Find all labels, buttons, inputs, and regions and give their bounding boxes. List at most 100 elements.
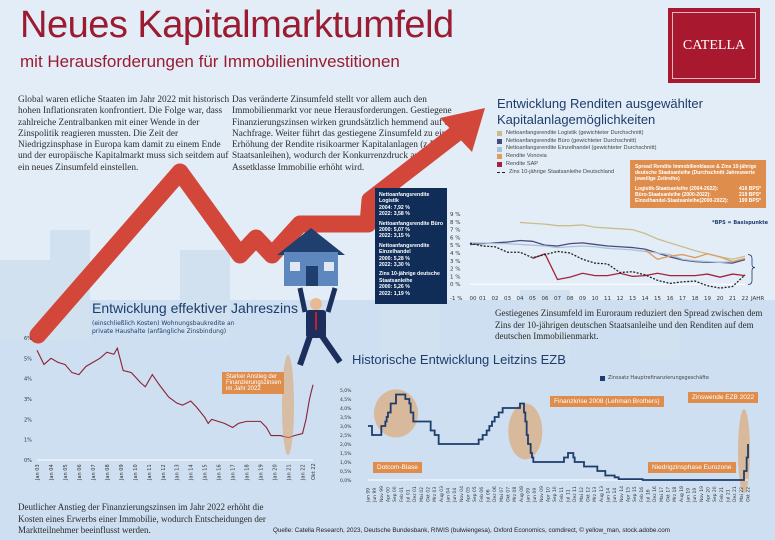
- y-tick-label: 9 %: [450, 212, 460, 218]
- x-tick-label: Sep 05: [472, 486, 478, 502]
- y-tick-label: 2 %: [450, 267, 460, 273]
- series-line: [644, 249, 746, 263]
- x-tick-label: Okt 12: [586, 487, 592, 502]
- x-tick-label: Mrz 18: [672, 487, 678, 502]
- x-tick-label: Okt 07: [506, 487, 512, 502]
- x-axis-label: JAHR: [750, 296, 764, 302]
- x-tick-label: Aug 13: [599, 486, 605, 502]
- x-tick-label: Mai 22: [739, 487, 745, 502]
- x-tick-label: Jan 21: [287, 464, 293, 481]
- y-tick-label: 2,5%: [340, 433, 352, 439]
- leitzins-chart-title: Historische Entwicklung Leitzins EZB: [352, 352, 566, 367]
- x-tick-label: Sep 10: [552, 486, 558, 502]
- jahreszins-chart-subtitle: (einschließlich Kosten) Wohnungsbaukredi…: [92, 320, 235, 335]
- x-tick-label: Dez 01: [412, 486, 418, 502]
- highlight-ellipse: [508, 403, 543, 460]
- x-tick-label: Apr 15: [626, 487, 632, 502]
- x-tick-label: Apr 20: [706, 487, 712, 502]
- x-tick-label: Jul 21: [726, 489, 732, 503]
- x-tick-label: Jan 06: [77, 464, 83, 481]
- x-tick-label: 09: [579, 296, 586, 302]
- annotation-zinswende: Zinswende EZB 2022: [688, 392, 759, 403]
- x-tick-label: Feb 21: [719, 487, 725, 502]
- summary-logistik: Nettoanfangsrendite Logistik 2004: 7,92 %…: [379, 192, 430, 218]
- legend-item: Nettoanfangsrendite Einzelhandel (gewich…: [497, 145, 657, 153]
- y-tick-label: 0%: [24, 458, 32, 464]
- spread-text: Gestiegenes Zinsumfeld im Euroraum reduz…: [495, 308, 763, 341]
- x-tick-label: Jun 09: [532, 488, 538, 503]
- y-tick-label: 2,0%: [340, 442, 352, 448]
- x-tick-label: Jan 19: [259, 464, 265, 481]
- x-tick-label: 11: [604, 296, 611, 302]
- y-tick-label: 7 %: [450, 228, 460, 234]
- x-tick-label: Jan 10: [133, 464, 139, 481]
- y-tick-label: 8 %: [450, 220, 460, 226]
- x-tick-label: 21: [729, 296, 736, 302]
- x-tick-label: Mai 02: [419, 487, 425, 502]
- x-tick-label: 20: [717, 296, 724, 302]
- x-tick-label: Jan 04: [49, 464, 55, 481]
- x-tick-label: Jun 04: [452, 488, 458, 503]
- x-tick-label: Okt 02: [426, 487, 432, 502]
- y-tick-label: 1%: [24, 438, 32, 444]
- x-tick-label: Jan 12: [161, 464, 167, 481]
- x-tick-label: 10: [592, 296, 599, 302]
- y-tick-label: 5 %: [450, 243, 460, 249]
- x-tick-label: Aug 08: [519, 486, 525, 502]
- annotation-finanzkrise: Finanzkrise 2008 (Lehman Brothers): [550, 396, 664, 407]
- x-tick-label: 13: [629, 296, 636, 302]
- source-line: Quelle: Catella Research, 2023, Deutsche…: [273, 527, 670, 534]
- jahreszins-chart: 0% 1% 2% 3% 4% 5% 6% Jan 03 Jan 04 Jan 05 Jan 06 Ja…: [24, 336, 317, 481]
- x-tick-label: Jan 20: [273, 464, 279, 481]
- legend-item: Nettoanfangsrendite Büro (gewichteter Du…: [497, 138, 657, 146]
- bps-footnote: *BPS = Basispunkte: [712, 220, 769, 226]
- x-tick-label: 15: [654, 296, 661, 302]
- house-icon: [277, 228, 345, 286]
- x-tick-label: Aug 03: [439, 486, 445, 502]
- summary-einzelhandel: Nettoanfangsrendite Einzelhandel 2000: 5,…: [379, 242, 430, 269]
- y-tick-label: 0,5%: [340, 469, 352, 475]
- skyline-building: [520, 290, 570, 360]
- skyline-building: [180, 250, 230, 340]
- renditen-chart-title: Entwicklung Renditen ausgewählter Kapita…: [497, 96, 703, 127]
- x-tick-label: Jul 11: [566, 489, 572, 503]
- x-tick-label: Dez 21: [732, 486, 738, 502]
- x-tick-label: Jan 16: [217, 464, 223, 481]
- annotation-niedrigzins: Niedrigzinsphase Eurozone: [648, 462, 736, 473]
- x-tick-label: 17: [679, 296, 686, 302]
- x-tick-label: Jan 13: [175, 464, 181, 481]
- x-tick-label: Jan 07: [91, 464, 97, 481]
- y-tick-label: 5,0%: [340, 388, 352, 394]
- x-tick-label: Apr 05: [466, 487, 472, 502]
- highlight-ellipse: [738, 409, 750, 494]
- x-tick-label: 22: [742, 296, 749, 302]
- y-tick-label: 3 %: [450, 259, 460, 265]
- x-tick-label: Jan 08: [105, 464, 111, 481]
- x-tick-label: Jun 19: [692, 488, 698, 503]
- x-tick-label: Jun 99: [372, 488, 378, 503]
- x-tick-label: Sep 15: [632, 486, 638, 502]
- rising-arrow: [29, 123, 467, 344]
- x-tick-label: Okt 22: [746, 487, 752, 502]
- x-tick-label: Jan 22: [301, 464, 307, 481]
- spread-brace: [747, 254, 756, 285]
- x-tick-label: Jan 14: [189, 464, 195, 481]
- x-tick-label: 00: [470, 296, 477, 302]
- x-tick-label: Feb 11: [559, 487, 565, 502]
- y-tick-label: 3,0%: [340, 424, 352, 430]
- legend-item: Rendite Vonovia: [497, 153, 657, 161]
- x-tick-label: Sep 20: [712, 486, 718, 502]
- x-tick-label: 08: [567, 296, 574, 302]
- spread-box: Spread Rendite Immobilienklasse & Zins 1…: [630, 160, 766, 209]
- series-line: [368, 393, 749, 481]
- jahreszins-chart-title: Entwicklung effektiver Jahreszins: [92, 300, 298, 316]
- y-tick-label: 0,0%: [340, 478, 352, 484]
- x-tick-label: 18: [692, 296, 699, 302]
- x-tick-label: Jan 03: [35, 464, 41, 481]
- x-tick-label: Mai 07: [499, 487, 505, 502]
- x-tick-label: Okt 17: [666, 487, 672, 502]
- x-tick-label: Okt 22: [311, 463, 317, 480]
- page-subtitle: mit Herausforderungen für Immobilieninve…: [20, 52, 400, 71]
- y-tick-label: 6%: [24, 336, 32, 342]
- y-tick-label: 5%: [24, 356, 32, 362]
